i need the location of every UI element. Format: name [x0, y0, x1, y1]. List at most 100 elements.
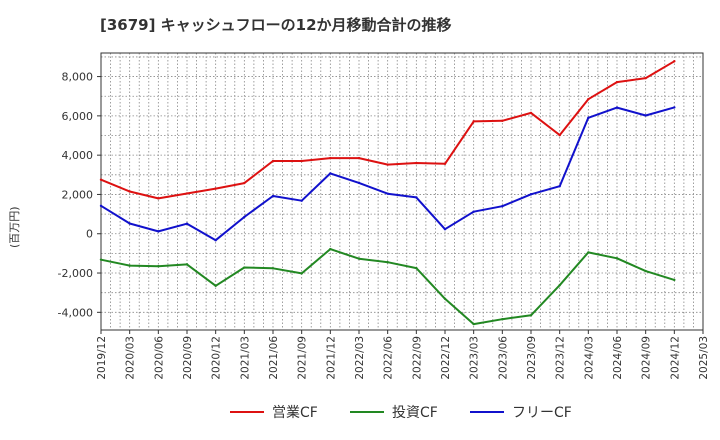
y-tick-label: 2,000 — [62, 188, 94, 201]
data-point — [501, 119, 504, 122]
data-point — [243, 181, 246, 185]
x-tick-label: 2023/03 — [469, 336, 481, 380]
data-point — [501, 317, 504, 321]
plot-area — [101, 53, 703, 330]
y-tick-label: 8,000 — [62, 71, 94, 84]
x-tick-label: 2022/06 — [383, 336, 395, 380]
data-point — [128, 222, 131, 225]
x-tick-label: 2024/03 — [583, 336, 595, 380]
legend-label: 営業CF — [272, 405, 318, 421]
data-point — [185, 192, 189, 195]
data-point — [673, 106, 676, 109]
y-tick-label: -2,000 — [58, 267, 93, 280]
data-point — [300, 272, 303, 275]
data-point — [357, 257, 361, 260]
data-point — [415, 266, 418, 270]
legend-label: 投資CF — [392, 405, 438, 421]
legend-label: フリーCF — [512, 405, 572, 421]
data-point — [443, 228, 447, 231]
data-point — [558, 184, 561, 188]
y-tick-label: 6,000 — [62, 110, 94, 123]
x-tick-label: 2023/09 — [526, 336, 538, 380]
data-point — [157, 264, 160, 268]
data-point — [443, 297, 447, 300]
x-tick-label: 2020/03 — [125, 336, 137, 380]
data-point — [157, 197, 160, 200]
data-point — [243, 215, 246, 219]
data-point — [472, 210, 475, 213]
data-point — [214, 239, 217, 242]
x-tick-label: 2021/03 — [239, 336, 251, 380]
data-point — [615, 80, 619, 84]
data-point — [357, 156, 361, 160]
x-tick-label: 2022/09 — [411, 336, 423, 380]
data-point — [673, 278, 676, 282]
data-point — [243, 266, 246, 269]
data-point — [587, 116, 590, 120]
data-point — [386, 261, 389, 264]
y-tick-label: -4,000 — [58, 306, 93, 319]
x-tick-label: 2019/12 — [96, 336, 108, 380]
data-point — [673, 60, 676, 63]
data-point — [185, 263, 189, 266]
data-point — [99, 178, 103, 181]
x-tick-label: 2025/03 — [698, 336, 710, 380]
x-tick-label: 2024/06 — [612, 336, 624, 380]
data-point — [271, 194, 275, 198]
data-point — [558, 284, 561, 287]
data-point — [529, 314, 533, 317]
data-point — [615, 106, 619, 109]
data-point — [99, 258, 103, 261]
data-point — [386, 192, 389, 195]
data-point — [386, 163, 389, 166]
data-point — [128, 190, 131, 193]
data-point — [300, 159, 303, 163]
data-point — [329, 156, 332, 160]
data-point — [644, 114, 647, 117]
data-point — [587, 97, 590, 101]
data-point — [128, 264, 131, 267]
data-point — [587, 251, 590, 254]
data-point — [214, 284, 217, 287]
x-tick-label: 2021/12 — [325, 336, 337, 380]
data-point — [157, 230, 160, 233]
data-point — [185, 222, 189, 225]
data-point — [99, 204, 103, 208]
data-point — [443, 162, 447, 165]
x-tick-label: 2024/12 — [669, 336, 681, 380]
data-point — [415, 196, 418, 199]
x-tick-label: 2021/09 — [297, 336, 309, 380]
data-point — [329, 247, 332, 251]
data-point — [529, 111, 533, 115]
x-tick-label: 2022/03 — [354, 336, 366, 380]
data-point — [214, 187, 217, 190]
data-point — [271, 267, 275, 270]
plot-frame — [100, 52, 704, 331]
x-tick-label: 2023/06 — [497, 336, 509, 380]
data-point — [300, 199, 303, 202]
x-tick-label: 2022/12 — [440, 336, 452, 380]
data-point — [501, 205, 504, 208]
data-point — [558, 133, 561, 137]
data-point — [472, 322, 475, 326]
x-tick-label: 2021/06 — [268, 336, 280, 380]
data-point — [615, 257, 619, 260]
data-point — [529, 193, 533, 196]
data-point — [357, 181, 361, 185]
data-point — [472, 120, 475, 123]
x-tick-label: 2020/12 — [211, 336, 223, 380]
data-point — [644, 269, 647, 273]
x-tick-label: 2020/06 — [153, 336, 165, 380]
chart-title: [3679] キャッシュフローの12か月移動合計の推移 — [100, 16, 452, 34]
data-point — [415, 161, 418, 165]
y-tick-label: 4,000 — [62, 149, 94, 162]
x-tick-label: 2024/09 — [641, 336, 653, 380]
y-tick-label: 0 — [86, 228, 93, 241]
data-point — [644, 76, 647, 80]
x-tick-label: 2020/09 — [182, 336, 194, 380]
data-point — [329, 172, 332, 175]
x-tick-label: 2023/12 — [555, 336, 567, 380]
data-point — [271, 159, 275, 163]
